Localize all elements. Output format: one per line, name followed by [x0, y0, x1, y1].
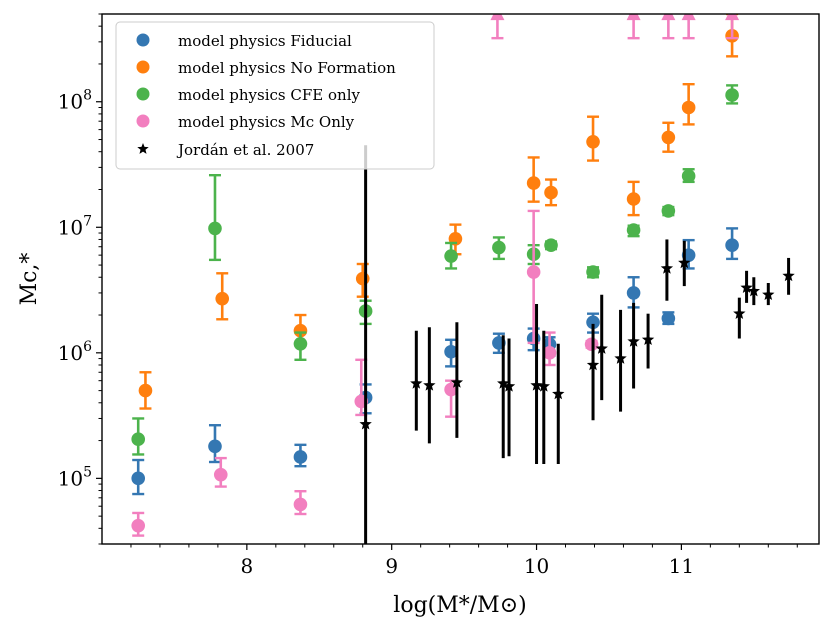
model-physics-no-formation-point-1 — [215, 291, 230, 306]
legend-marker-model-physics-mc-only — [136, 114, 150, 128]
legend-marker-model-physics-no-formation — [136, 60, 150, 74]
model-physics-fiducial-point-1 — [208, 439, 222, 454]
model-physics-cfe-only-point-7 — [544, 238, 558, 252]
y-tick-label-0: 105 — [58, 464, 92, 490]
x-tick-label-0: 8 — [240, 554, 253, 578]
plot-area — [131, 14, 795, 544]
jordan-et-al-2007-point-14 — [660, 261, 674, 274]
model-physics-mc-only-lower-limit-arrow-0 — [490, 14, 505, 21]
model-physics-mc-only-point-6 — [542, 346, 557, 360]
jordan-et-al-2007-point-7 — [537, 379, 550, 392]
legend-marker-model-physics-fiducial — [136, 33, 150, 47]
jordan-et-al-2007-point-17 — [740, 281, 753, 293]
model-physics-no-formation-point-2 — [293, 323, 308, 338]
jordan-et-al-2007-point-4 — [497, 376, 510, 389]
model-physics-cfe-only-point-0 — [131, 432, 146, 447]
y-tick-label-1: 106 — [58, 339, 92, 365]
model-physics-mc-only-lower-limit-arrow-2 — [661, 14, 676, 21]
jordan-et-al-2007-point-20 — [782, 269, 795, 282]
model-physics-fiducial-point-9 — [626, 286, 641, 300]
model-physics-mc-only-point-1 — [213, 467, 228, 482]
model-physics-no-formation-point-8 — [626, 192, 641, 206]
model-physics-cfe-only-point-11 — [681, 169, 696, 183]
model-physics-no-formation-point-10 — [681, 100, 696, 115]
model-physics-no-formation-point-9 — [661, 130, 676, 145]
model-physics-no-formation-point-0 — [138, 383, 153, 398]
model-physics-no-formation-point-7 — [586, 134, 600, 149]
model-physics-mc-only-lower-limit-arrow-3 — [681, 14, 696, 21]
model-physics-no-formation-point-3 — [355, 271, 370, 286]
jordan-et-al-2007-point-2 — [423, 378, 436, 391]
legend-markers — [136, 33, 150, 154]
legend-label-mc-only: model physics Mc Only — [178, 113, 355, 131]
model-physics-cfe-only-point-4 — [444, 249, 458, 263]
model-physics-fiducial-point-12 — [725, 238, 739, 252]
plot-data-layer — [131, 14, 795, 544]
jordan-et-al-2007-point-3 — [450, 376, 464, 388]
model-physics-fiducial-point-0 — [131, 471, 146, 486]
jordan-et-al-2007-point-5 — [502, 379, 516, 392]
model-physics-no-formation-point-6 — [544, 185, 558, 200]
y-axis-label: Mc,* — [17, 253, 42, 306]
model-physics-mc-only-point-5 — [526, 265, 541, 279]
jordan-et-al-2007-point-18 — [747, 284, 760, 297]
legend-label-jordan-2007: Jordán et al. 2007 — [176, 141, 314, 159]
y-tick-label-3: 108 — [58, 88, 92, 114]
jordan-et-al-2007-point-0 — [359, 417, 372, 430]
x-tick-label-3: 11 — [669, 554, 694, 578]
jordan-et-al-2007-point-9 — [586, 358, 600, 371]
x-tick-label-2: 10 — [524, 554, 549, 578]
model-physics-cfe-only-point-10 — [661, 204, 676, 218]
model-physics-fiducial-point-2 — [293, 450, 308, 464]
model-physics-cfe-only-point-2 — [293, 336, 308, 351]
model-physics-fiducial-point-4 — [444, 344, 458, 359]
jordan-et-al-2007-point-10 — [595, 342, 608, 354]
jordan-et-al-2007-point-16 — [733, 307, 746, 319]
y-tick-label-2: 107 — [58, 213, 92, 239]
model-physics-cfe-only-point-12 — [725, 88, 739, 102]
model-physics-cfe-only-point-9 — [626, 223, 641, 237]
model-physics-mc-only-lower-limit-arrow-1 — [626, 14, 641, 21]
model-physics-mc-only-point-2 — [293, 497, 308, 512]
legend-marker-model-physics-cfe-only — [136, 87, 150, 101]
model-physics-no-formation-point-5 — [526, 176, 541, 190]
plot-frame — [101, 13, 820, 545]
x-tick-label-1: 9 — [385, 554, 398, 578]
model-physics-cfe-only-point-1 — [208, 221, 222, 236]
legend-label-fiducial: model physics Fiducial — [178, 32, 352, 50]
x-axis-label: log(M*/M⊙) — [393, 593, 526, 618]
model-physics-fiducial-point-10 — [661, 311, 676, 326]
jordan-et-al-2007-point-11 — [614, 352, 627, 364]
legend-label-cfe-only: model physics CFE only — [178, 86, 360, 104]
jordan-et-al-2007-point-15 — [678, 256, 691, 269]
legend-label-no-formation: model physics No Formation — [178, 59, 396, 77]
model-physics-fiducial-point-8 — [586, 315, 600, 330]
jordan-et-al-2007-point-19 — [762, 288, 775, 301]
model-physics-mc-only-point-0 — [131, 518, 146, 533]
axis-ticks: 8 9 10 11 105 106 107 108 — [58, 13, 798, 578]
legend-marker-jordan-et-al-2007 — [137, 143, 149, 154]
jordan-et-al-2007-point-1 — [410, 376, 423, 389]
jordan-et-al-2007-point-12 — [627, 335, 640, 347]
model-physics-cfe-only-point-8 — [586, 265, 600, 279]
model-physics-mc-only-lower-limit-arrow-4 — [725, 14, 740, 21]
legend: model physics Fiducial model physics No … — [115, 21, 435, 170]
jordan-et-al-2007-point-6 — [530, 378, 543, 391]
legend-box — [115, 21, 435, 170]
jordan-et-al-2007-point-13 — [641, 333, 655, 346]
jordan-et-al-2007-point-8 — [552, 387, 565, 400]
model-physics-cfe-only-point-5 — [492, 240, 506, 255]
